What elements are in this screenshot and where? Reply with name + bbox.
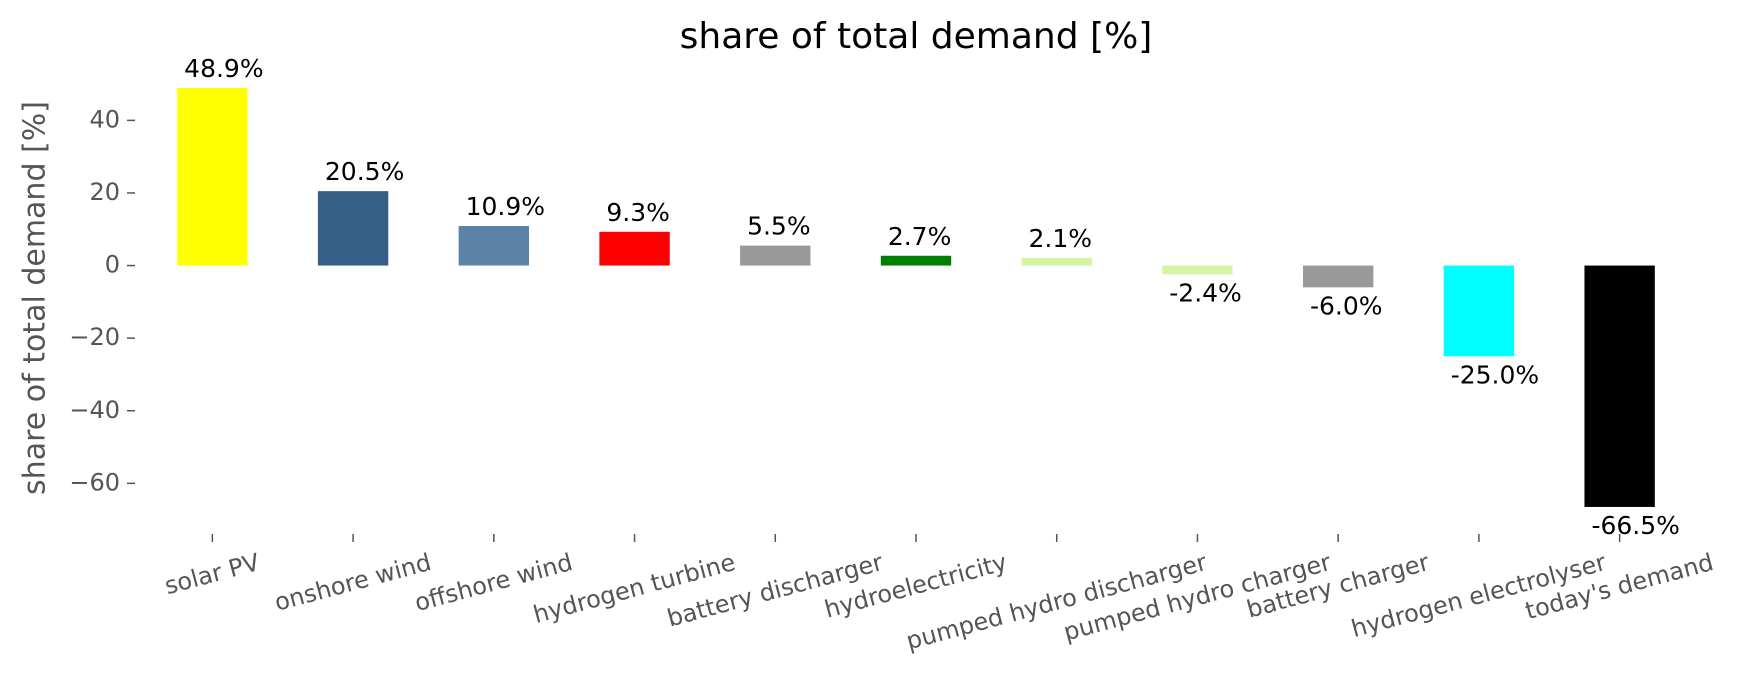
value-label: 10.9% [466,192,545,221]
bar [458,225,529,266]
y-axis-label: share of total demand [%] [18,101,53,495]
chart-title: share of total demand [%] [680,16,1153,57]
y-tick-label: 40 [89,105,120,133]
bar [599,231,670,266]
bar [1584,265,1655,507]
bar [317,191,389,266]
value-label: -6.0% [1310,291,1383,320]
value-label: 2.7% [888,222,952,251]
value-label: -66.5% [1591,511,1679,540]
x-tick-label: solar PV [162,548,263,600]
bar [1443,265,1515,357]
value-label: 20.5% [325,157,404,186]
value-label: 9.3% [606,198,670,227]
value-label: 5.5% [747,212,811,241]
y-tick-label: 0 [105,251,120,279]
bar [177,88,248,266]
y-tick-label: 20 [89,178,120,206]
bar [1303,265,1374,288]
value-label: 48.9% [184,54,263,83]
value-label: 2.1% [1029,224,1093,253]
bar [1162,265,1233,275]
value-label: -2.4% [1169,278,1242,307]
x-tick-label: onshore wind [272,548,435,617]
bar [1021,257,1092,266]
value-label: -25.0% [1451,360,1539,389]
y-tick-label: −20 [69,323,120,351]
y-tick-label: −60 [69,468,120,496]
bar [880,255,952,266]
y-tick-label: −40 [69,396,120,424]
bar [740,245,811,266]
